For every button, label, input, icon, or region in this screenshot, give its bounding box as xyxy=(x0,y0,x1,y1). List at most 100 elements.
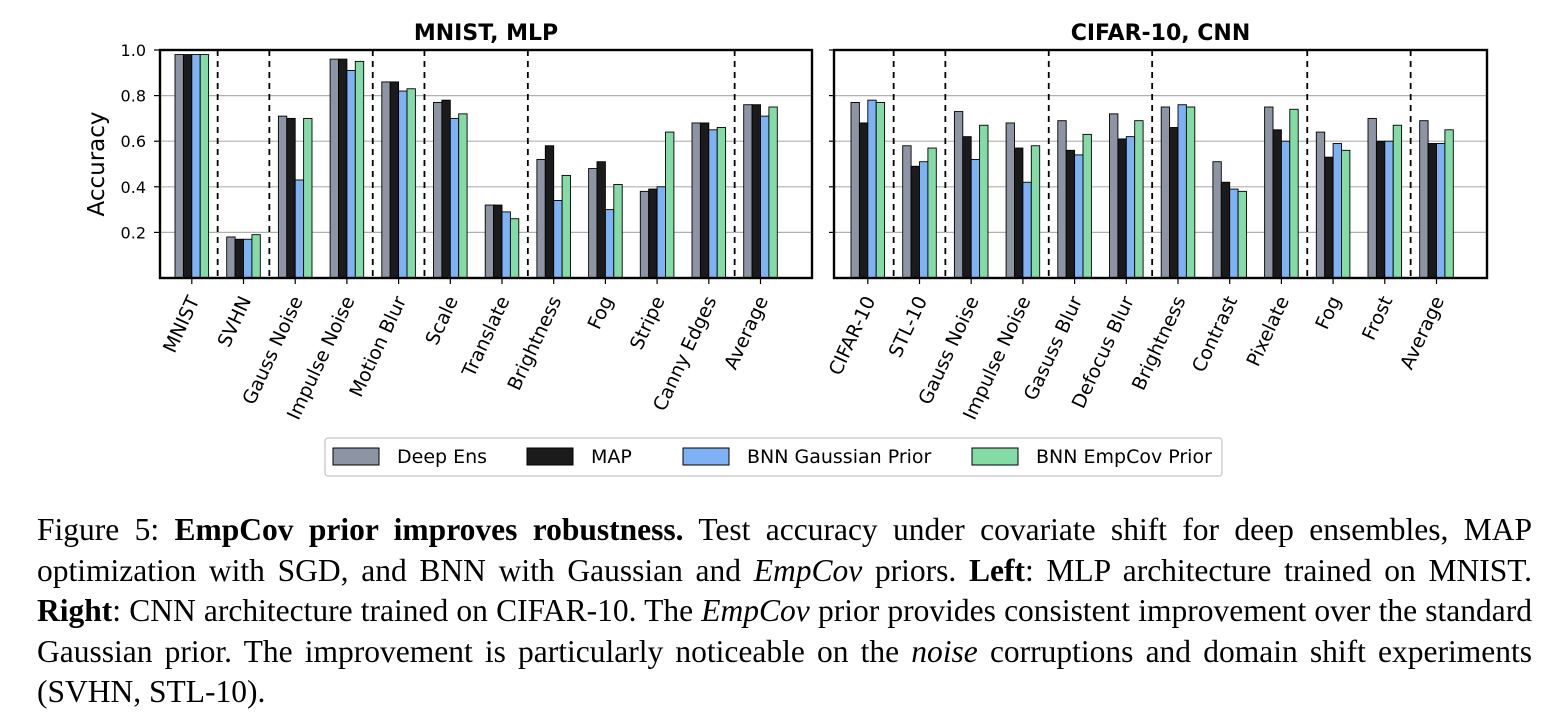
bar-bnn-gaussian-prior-impulse-noise xyxy=(1022,181,1032,279)
x-tick-label: Contrast xyxy=(1188,293,1242,376)
bar-bnn-empcov-prior-average xyxy=(1444,129,1454,279)
bar-map-stripe xyxy=(648,188,658,279)
bar-deep-ens-impulse-noise xyxy=(329,58,339,279)
bar-bnn-gaussian-prior-mnist xyxy=(191,54,201,279)
bar-bnn-gaussian-prior-defocus-blur xyxy=(1125,136,1136,279)
bar-deep-ens-frost xyxy=(1367,117,1377,279)
y-tick-label: 0.6 xyxy=(121,132,146,151)
bar-bnn-empcov-prior-gauss-noise xyxy=(303,117,313,279)
legend-swatch-deep-ens xyxy=(332,447,380,466)
bar-bnn-empcov-prior-translate xyxy=(509,218,520,279)
bar-bnn-gaussian-prior-canny-edges xyxy=(708,129,718,279)
bar-deep-ens-stripe xyxy=(639,190,650,279)
chart-title: MNIST, MLP xyxy=(414,21,558,46)
bar-bnn-gaussian-prior-impulse-noise xyxy=(346,70,356,279)
bar-bnn-empcov-prior-frost xyxy=(1392,124,1403,279)
bar-map-translate xyxy=(493,204,503,279)
x-tick-label: Average xyxy=(1396,293,1449,373)
y-tick-label: 0.2 xyxy=(121,223,146,242)
caption-italic-2: EmpCov xyxy=(701,593,810,628)
bar-bnn-empcov-prior-mnist xyxy=(199,54,210,279)
bar-deep-ens-mnist xyxy=(174,54,184,279)
legend-label-deep-ens: Deep Ens xyxy=(397,446,487,468)
bar-deep-ens-gauss-noise xyxy=(953,111,964,279)
bar-bnn-empcov-prior-fog xyxy=(613,184,623,279)
bar-map-svhn xyxy=(234,238,244,279)
bar-bnn-empcov-prior-gauss-noise xyxy=(979,124,989,279)
bar-deep-ens-contrast xyxy=(1212,161,1222,279)
bar-map-average xyxy=(751,104,761,279)
bar-bnn-empcov-prior-brightness xyxy=(561,174,571,279)
bar-bnn-empcov-prior-fog xyxy=(1341,149,1351,279)
bar-bnn-empcov-prior-defocus-blur xyxy=(1134,120,1144,279)
bar-map-mnist xyxy=(182,54,193,279)
bar-map-defocus-blur xyxy=(1117,138,1127,279)
x-tick-label: Frost xyxy=(1358,293,1397,344)
x-tick-label: Average xyxy=(720,293,773,373)
bar-deep-ens-motion-blur xyxy=(381,81,391,279)
bar-bnn-gaussian-prior-average xyxy=(760,115,770,279)
bar-bnn-empcov-prior-cifar-10 xyxy=(875,101,886,279)
x-tick-label: Stripe xyxy=(626,293,670,353)
y-tick-label: 0.8 xyxy=(121,87,146,106)
bar-bnn-empcov-prior-average xyxy=(768,106,778,279)
panel-mnist-mlp: MNIST, MLP 0.2 0.4 0.6 0.8 1.0 Accuracy MNIST SV… xyxy=(84,21,814,423)
bar-bnn-empcov-prior-brightness xyxy=(1185,106,1196,279)
caption-text-5: prior provides consistent improvement ov… xyxy=(37,593,1533,669)
bar-map-brightness xyxy=(544,145,555,279)
bar-bnn-gaussian-prior-contrast xyxy=(1229,188,1239,279)
legend-swatch-bnn-empcov-prior xyxy=(971,447,1019,466)
bar-deep-ens-gasuss-blur xyxy=(1057,120,1067,279)
bar-bnn-gaussian-prior-stripe xyxy=(656,186,666,279)
figure-caption: Figure 5: EmpCov prior improves robustne… xyxy=(37,510,1532,713)
bar-bnn-gaussian-prior-cifar-10 xyxy=(867,99,877,279)
caption-figure-label: Figure 5: xyxy=(37,512,160,547)
bar-bnn-gaussian-prior-stl-10 xyxy=(919,161,929,279)
bar-map-frost xyxy=(1375,140,1386,279)
bar-deep-ens-cifar-10 xyxy=(850,101,860,279)
bar-bnn-empcov-prior-impulse-noise xyxy=(1030,145,1041,279)
bar-bnn-empcov-prior-stripe xyxy=(665,131,675,279)
legend-swatch-bnn-gaussian-prior xyxy=(682,447,730,466)
bar-bnn-gaussian-prior-motion-blur xyxy=(398,90,408,279)
caption-bold-right: Right xyxy=(37,593,113,628)
x-tick-label: STL-10 xyxy=(885,293,932,361)
bar-bnn-gaussian-prior-average xyxy=(1436,143,1446,279)
bar-map-canny-edges xyxy=(699,122,710,279)
bar-deep-ens-brightness xyxy=(536,158,546,279)
bar-bnn-gaussian-prior-fog xyxy=(1332,143,1342,279)
caption-italic-1: EmpCov xyxy=(753,552,863,588)
bar-map-contrast xyxy=(1220,181,1231,279)
x-tick-label: Scale xyxy=(421,293,463,349)
bar-map-impulse-noise xyxy=(1014,147,1024,279)
bar-bnn-gaussian-prior-brightness xyxy=(553,200,563,279)
bar-deep-ens-impulse-noise xyxy=(1005,122,1015,279)
bar-map-gauss-noise xyxy=(286,117,296,279)
bar-deep-ens-canny-edges xyxy=(691,122,701,279)
x-tick-label: Brightness xyxy=(504,293,567,394)
x-tick-label: Pixelate xyxy=(1242,293,1294,370)
x-tick-label: Brightness xyxy=(1128,293,1191,394)
bar-bnn-gaussian-prior-pixelate xyxy=(1280,140,1291,279)
bar-bnn-empcov-prior-svhn xyxy=(251,234,261,279)
bar-map-fog xyxy=(1324,156,1334,279)
bar-map-average xyxy=(1427,143,1437,279)
bar-bnn-gaussian-prior-translate xyxy=(501,211,511,279)
legend-label-map: MAP xyxy=(591,446,632,468)
caption-italic-3: noise xyxy=(911,633,978,669)
bar-deep-ens-fog xyxy=(1315,131,1326,279)
bar-bnn-empcov-prior-pixelate xyxy=(1289,108,1299,279)
caption-text-4: : CNN architecture trained on CIFAR-10. … xyxy=(112,593,702,628)
legend-label-bnn-empcov-prior: BNN EmpCov Prior xyxy=(1036,446,1212,468)
x-tick-label: Fog xyxy=(584,293,618,333)
bar-bnn-empcov-prior-contrast xyxy=(1237,190,1247,279)
legend: Deep Ens MAP BNN Gaussian Prior BNN EmpCov … xyxy=(324,437,1223,477)
bar-deep-ens-average xyxy=(743,104,753,279)
bar-bnn-empcov-prior-impulse-noise xyxy=(354,60,365,279)
bar-map-impulse-noise xyxy=(338,58,348,279)
bar-deep-ens-scale xyxy=(433,101,443,279)
y-axis-label: Accuracy xyxy=(84,111,110,216)
caption-title: EmpCov prior improves robustness. xyxy=(174,512,684,547)
bar-deep-ens-defocus-blur xyxy=(1109,113,1119,279)
bar-bnn-gaussian-prior-frost xyxy=(1384,140,1394,279)
